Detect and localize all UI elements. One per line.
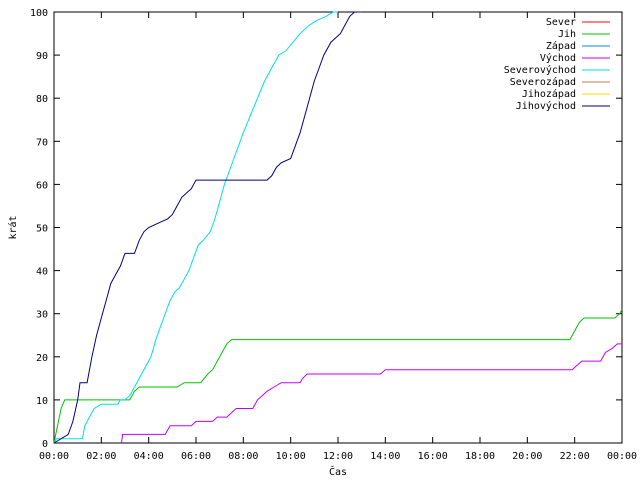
x-tick-label: 14:00 [370, 451, 400, 462]
series-line-Jih [53, 309, 623, 444]
x-tick-label: 00:00 [39, 451, 69, 462]
y-tick-label: 50 [36, 224, 48, 235]
x-tick-label: 16:00 [418, 451, 448, 462]
legend-label: Jihozápad [522, 88, 576, 100]
x-tick-label: 18:00 [465, 451, 495, 462]
series-line-Severovýchod [53, 11, 338, 444]
legend-label: Jih [558, 29, 576, 40]
y-tick-label: 0 [42, 439, 48, 450]
y-tick-label: 40 [36, 267, 48, 278]
legend-label: Jihovýchod [516, 100, 576, 112]
y-tick-label: 30 [36, 310, 48, 321]
x-tick-label: 10:00 [276, 451, 306, 462]
legend: SeverJihZápadVýchodSeverovýchodSeverozáp… [504, 17, 610, 112]
legend-label: Sever [546, 17, 576, 28]
series-line-Východ [121, 343, 622, 444]
legend-label: Severovýchod [504, 64, 576, 76]
series-line-Jihovýchod [53, 11, 362, 444]
x-tick-label: 02:00 [86, 451, 116, 462]
y-tick-label: 100 [30, 8, 48, 19]
x-tick-label: 06:00 [181, 451, 211, 462]
y-tick-label: 90 [36, 51, 48, 62]
legend-label: Západ [546, 40, 576, 52]
x-axis: 00:00 02:00 04:00 06:00 08:00 10:00 12:00 14:00… [39, 12, 637, 462]
x-tick-label: 04:00 [134, 451, 164, 462]
x-axis-title: Čas [329, 465, 347, 478]
x-tick-label: 22:00 [560, 451, 590, 462]
y-axis: 0 10 20 30 40 50 60 70 80 90 100 [30, 8, 622, 450]
x-tick-label: 00:00 [607, 451, 637, 462]
y-tick-label: 20 [36, 353, 48, 364]
legend-label: Východ [540, 52, 576, 64]
y-tick-label: 70 [36, 137, 48, 148]
y-tick-label: 10 [36, 396, 48, 407]
series-layer [53, 11, 623, 444]
legend-label: Severozápad [510, 76, 576, 88]
x-tick-label: 08:00 [228, 451, 258, 462]
x-tick-label: 12:00 [323, 451, 353, 462]
x-tick-label: 20:00 [512, 451, 542, 462]
y-axis-title: krát [7, 215, 19, 239]
y-tick-label: 60 [36, 180, 48, 191]
y-tick-label: 80 [36, 94, 48, 105]
